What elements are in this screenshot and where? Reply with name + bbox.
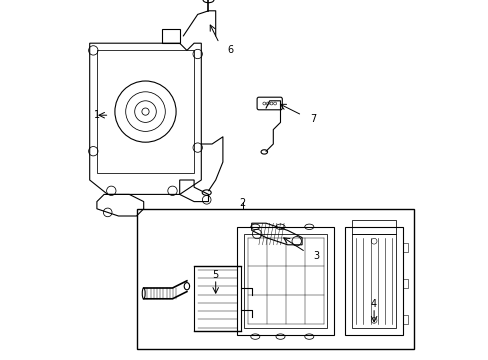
Text: 2: 2 [239, 198, 245, 208]
Bar [194, 266, 241, 331]
Bar [402, 315, 407, 324]
Bar [237, 227, 334, 335]
Bar [244, 234, 326, 328]
Text: 5: 5 [212, 270, 218, 280]
Text: 6: 6 [226, 45, 233, 55]
Bar [352, 220, 395, 234]
Bar [136, 209, 413, 349]
Bar [402, 243, 407, 252]
Bar [402, 279, 407, 288]
Bar [345, 227, 402, 335]
Text: 7: 7 [309, 114, 315, 124]
Text: 3: 3 [313, 251, 319, 261]
Bar [352, 234, 395, 328]
Text: 4: 4 [370, 299, 376, 309]
Text: 1: 1 [94, 110, 100, 120]
